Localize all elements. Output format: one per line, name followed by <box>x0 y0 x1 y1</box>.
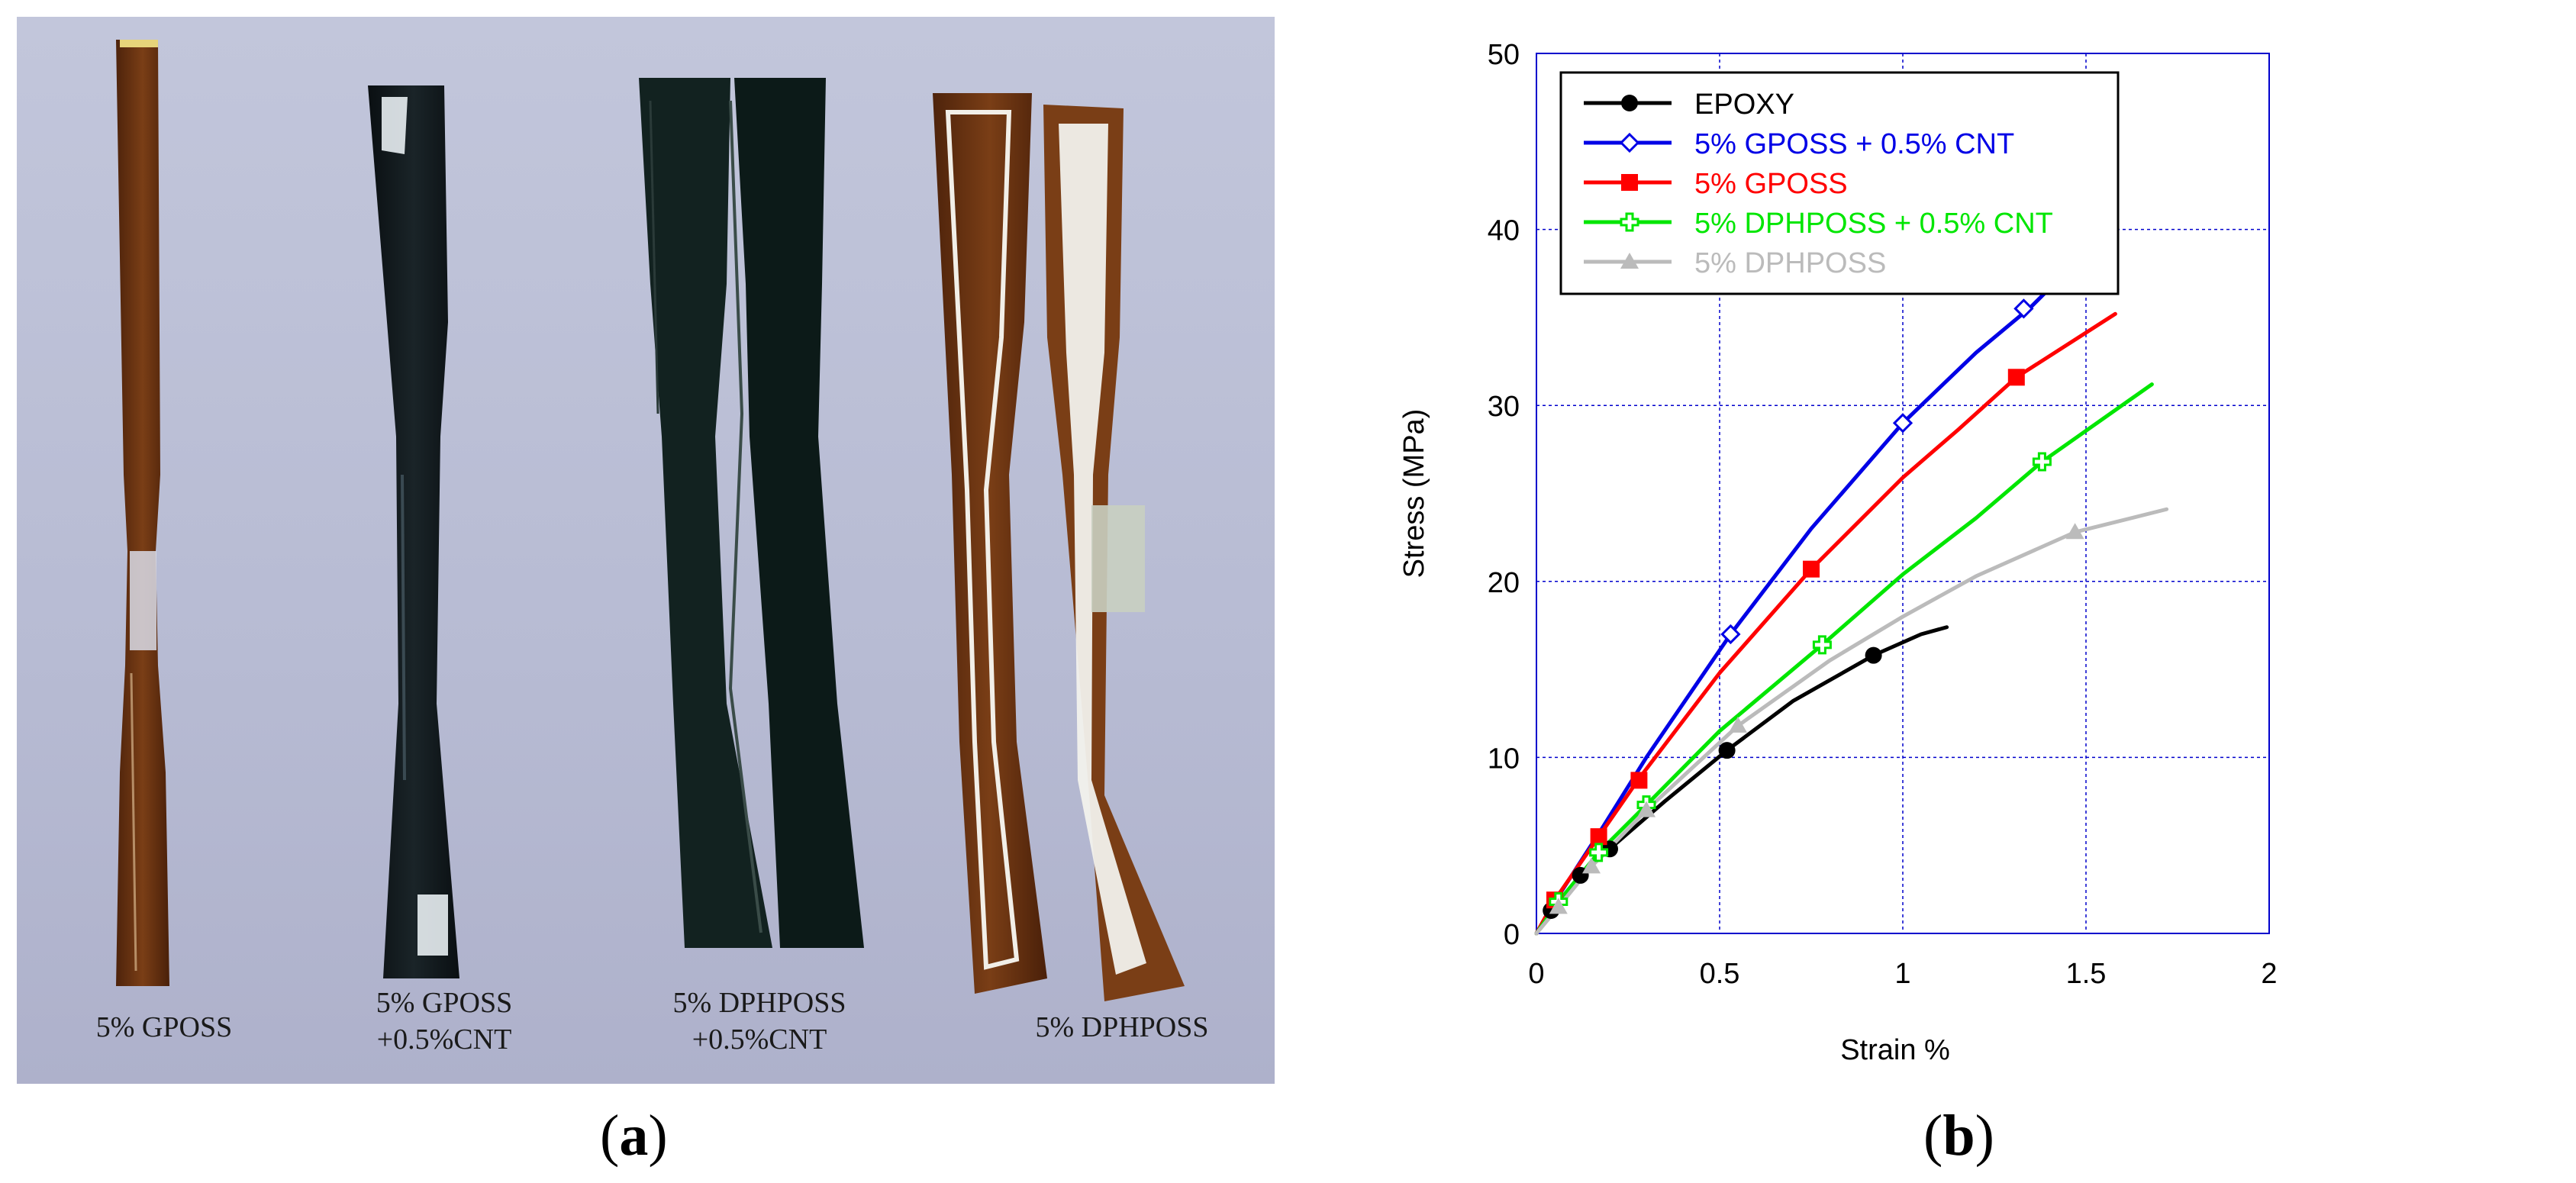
specimen-gposs-cnt <box>368 85 459 978</box>
caption-line-1: 5% GPOSS <box>95 1011 233 1043</box>
legend-swatch-marker <box>1620 212 1639 232</box>
panel-label-a: (a) <box>600 1103 668 1169</box>
series-3-point <box>1589 843 1609 862</box>
legend-swatch-marker <box>1621 174 1638 191</box>
caption-line-1: 5% DPHPOSS <box>1035 1011 1209 1043</box>
caption-line-1: 5% DPHPOSS <box>672 987 846 1019</box>
series-4-point <box>1637 801 1656 817</box>
panel-label-a-open: ( <box>600 1104 620 1168</box>
specimen-dphposs-cnt <box>639 78 864 948</box>
photo-caption-2: 5% GPOSS +0.5%CNT <box>345 985 543 1058</box>
photo-caption-1: 5% GPOSS <box>76 1009 252 1046</box>
x-tick-label: 0 <box>1528 958 1544 990</box>
series-0-point <box>1718 742 1736 759</box>
series-2-point <box>2007 369 2025 386</box>
specimen-photo <box>17 17 1275 1084</box>
photo-caption-4: 5% DPHPOSS <box>1008 1009 1236 1046</box>
series-4-point <box>1729 716 1747 733</box>
x-tick-label: 0.5 <box>1700 958 1740 990</box>
legend-swatch-marker <box>1621 95 1638 111</box>
caption-line-1: 5% GPOSS <box>376 987 513 1019</box>
series-lines <box>1534 257 2169 936</box>
series-1-point <box>1720 624 1741 645</box>
series-markers <box>1543 298 2084 920</box>
legend: EPOXY 5% GPOSS + 0.5% CNT 5% GPOSS 5% DPHPO… <box>1559 71 2120 295</box>
series-4-point <box>2065 523 2084 540</box>
series-0-point <box>1865 646 1882 664</box>
legend-label: 5% GPOSS + 0.5% CNT <box>1694 128 2014 160</box>
series-4-point <box>1582 857 1601 874</box>
legend-swatch-marker <box>1620 253 1639 269</box>
caption-line-2: +0.5%CNT <box>376 1023 512 1056</box>
series-1-point <box>2013 298 2034 319</box>
legend-label: 5% DPHPOSS <box>1694 247 1886 279</box>
series-2-point <box>1630 772 1648 789</box>
series-line-3 <box>1534 382 2154 936</box>
series-4-point <box>1549 898 1568 914</box>
panel-label-b: (b) <box>1923 1103 1994 1169</box>
y-axis-label: Stress (MPa) <box>1398 409 1430 579</box>
specimen-gposs <box>116 40 169 986</box>
specimen-dphposs <box>933 93 1185 1001</box>
legend-label: 5% DPHPOSS + 0.5% CNT <box>1694 208 2053 240</box>
y-tick-label: 50 <box>1488 39 1520 71</box>
legend-label: 5% GPOSS <box>1694 168 1848 200</box>
x-axis-label: Strain % <box>1840 1034 1950 1066</box>
x-tick-label: 1 <box>1894 958 1910 990</box>
series-line-0 <box>1534 625 1949 936</box>
legend-swatch-marker <box>1619 132 1640 153</box>
panel-label-b-letter: b <box>1942 1104 1975 1168</box>
y-tick-label: 20 <box>1488 567 1520 599</box>
series-line-2 <box>1534 311 2117 936</box>
x-tick-label: 1.5 <box>2066 958 2107 990</box>
series-3-point <box>1812 635 1832 655</box>
panel-label-b-open: ( <box>1923 1104 1943 1168</box>
panel-label-a-letter: a <box>619 1104 649 1168</box>
panel-label-b-close: ) <box>1975 1104 1994 1168</box>
panel-label-a-close: ) <box>648 1104 668 1168</box>
series-2-point <box>1803 560 1820 578</box>
legend-label: EPOXY <box>1694 89 1794 121</box>
caption-line-2: +0.5%CNT <box>692 1023 827 1056</box>
y-tick-label: 0 <box>1504 919 1520 951</box>
series-1-point <box>1892 413 1913 434</box>
series-line-4 <box>1534 507 2169 936</box>
plot-frame <box>1536 53 2270 934</box>
series-3-point <box>2032 452 2052 472</box>
x-tick-label: 2 <box>2261 958 2277 990</box>
series-2-point <box>1590 828 1607 846</box>
y-tick-label: 10 <box>1488 743 1520 775</box>
y-tick-label: 30 <box>1488 391 1520 423</box>
photo-caption-3: 5% DPHPOSS +0.5%CNT <box>641 985 878 1058</box>
y-tick-label: 40 <box>1488 215 1520 247</box>
